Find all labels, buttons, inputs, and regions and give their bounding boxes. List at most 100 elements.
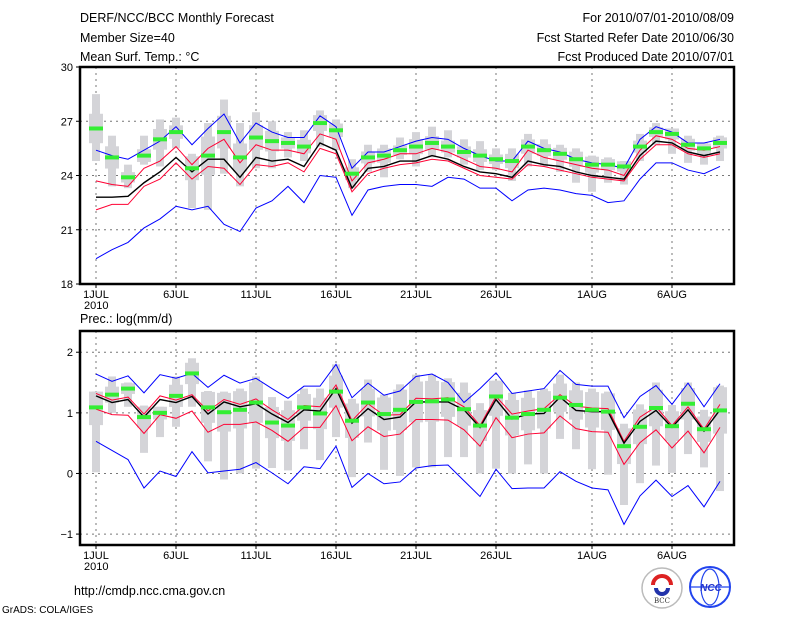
figure-title: DERF/NCC/BCC Monthly Forecast bbox=[80, 11, 274, 25]
x-tick-label: 1AUG bbox=[577, 550, 607, 562]
median-marker bbox=[377, 153, 391, 158]
median-marker bbox=[489, 157, 503, 162]
median-marker bbox=[409, 144, 423, 149]
lower-spread-line bbox=[95, 144, 721, 211]
ncc-logo: NCC bbox=[689, 566, 731, 608]
median-marker bbox=[201, 405, 215, 410]
grads-credit: GrADS: COLA/IGES bbox=[2, 605, 93, 616]
median-marker bbox=[553, 395, 567, 400]
y-tick-label: 21 bbox=[61, 225, 73, 237]
median-marker bbox=[281, 140, 295, 145]
range-bar bbox=[700, 142, 708, 165]
plot-frame bbox=[78, 65, 736, 286]
forecast-period: For 2010/07/01-2010/08/09 bbox=[582, 11, 734, 25]
median-marker bbox=[601, 409, 615, 414]
range-bar bbox=[188, 153, 196, 209]
median-marker bbox=[89, 405, 103, 410]
median-marker bbox=[409, 399, 423, 404]
median-marker bbox=[281, 423, 295, 428]
range-bar bbox=[156, 406, 164, 438]
ensemble-mean-line bbox=[95, 387, 721, 445]
median-marker bbox=[297, 144, 311, 149]
range-bar bbox=[396, 384, 404, 476]
median-marker bbox=[329, 128, 343, 133]
y-tick-label: 24 bbox=[61, 171, 73, 183]
range-bar bbox=[220, 391, 228, 480]
source-url[interactable]: http://cmdp.ncc.cma.gov.cn bbox=[74, 584, 225, 598]
median-marker bbox=[457, 149, 471, 154]
range-bar bbox=[444, 378, 452, 458]
range-bar bbox=[716, 385, 724, 492]
median-marker bbox=[153, 137, 167, 142]
median-marker bbox=[425, 399, 439, 404]
x-tick-label: 6AUG bbox=[657, 550, 687, 562]
median-marker bbox=[633, 424, 647, 429]
range-bar bbox=[204, 391, 212, 462]
median-marker bbox=[137, 415, 151, 420]
median-marker bbox=[521, 412, 535, 417]
median-marker bbox=[137, 153, 151, 158]
x-tick-label: 1JUL bbox=[83, 289, 109, 301]
range-bar bbox=[620, 161, 628, 185]
median-marker bbox=[217, 130, 231, 135]
median-marker bbox=[569, 157, 583, 162]
median-marker bbox=[121, 175, 135, 180]
median-marker bbox=[153, 410, 167, 415]
y-tick-label: 27 bbox=[61, 116, 73, 128]
year-label: 2010 bbox=[84, 561, 108, 573]
median-marker bbox=[361, 400, 375, 405]
y-tick-label: 18 bbox=[61, 279, 73, 291]
bcc-logo: BCC bbox=[641, 567, 683, 609]
median-marker bbox=[617, 164, 631, 169]
x-tick-label: 21JUL bbox=[400, 550, 432, 562]
median-marker bbox=[713, 140, 727, 145]
range-bar bbox=[492, 380, 500, 469]
median-marker bbox=[345, 171, 359, 176]
lower-envelope-line bbox=[95, 162, 721, 260]
upper-envelope-line bbox=[95, 363, 721, 419]
x-tick-label: 11JUL bbox=[241, 289, 272, 301]
bcc-logo-text: BCC bbox=[654, 597, 670, 605]
median-marker bbox=[441, 397, 455, 402]
x-tick-label: 26JUL bbox=[480, 289, 512, 301]
median-marker bbox=[697, 146, 711, 151]
temp-panel-title: Mean Surf. Temp.: °C bbox=[80, 50, 199, 64]
median-marker bbox=[393, 407, 407, 412]
median-marker bbox=[505, 415, 519, 420]
produced-date: Fcst Produced Date 2010/07/01 bbox=[557, 50, 734, 64]
y-tick-label: −1 bbox=[60, 529, 73, 541]
median-marker bbox=[521, 144, 535, 149]
median-marker bbox=[233, 407, 247, 412]
median-marker bbox=[201, 153, 215, 158]
range-bar bbox=[140, 405, 148, 453]
median-marker bbox=[377, 412, 391, 417]
precip-panel-title: Prec.: log(mm/d) bbox=[80, 312, 172, 326]
median-marker bbox=[681, 142, 695, 147]
median-marker bbox=[249, 135, 263, 140]
median-marker bbox=[425, 140, 439, 145]
median-marker bbox=[393, 148, 407, 153]
median-marker bbox=[313, 411, 327, 416]
median-marker bbox=[185, 166, 199, 171]
x-tick-label: 16JUL bbox=[320, 550, 352, 562]
median-marker bbox=[249, 400, 263, 405]
y-tick-label: 0 bbox=[67, 468, 73, 480]
range-bar bbox=[236, 388, 244, 474]
median-marker bbox=[457, 407, 471, 412]
x-tick-label: 6JUL bbox=[163, 550, 189, 562]
median-marker bbox=[617, 444, 631, 449]
median-marker bbox=[473, 153, 487, 158]
median-marker bbox=[537, 407, 551, 412]
upper-spread-line bbox=[95, 383, 721, 443]
x-tick-label: 6AUG bbox=[657, 289, 687, 301]
median-marker bbox=[665, 424, 679, 429]
median-marker bbox=[185, 371, 199, 376]
range-bar bbox=[668, 128, 676, 154]
median-marker bbox=[665, 131, 679, 136]
median-marker bbox=[553, 151, 567, 156]
median-marker bbox=[489, 394, 503, 399]
median-marker bbox=[713, 408, 727, 413]
y-tick-label: 1 bbox=[67, 408, 73, 420]
